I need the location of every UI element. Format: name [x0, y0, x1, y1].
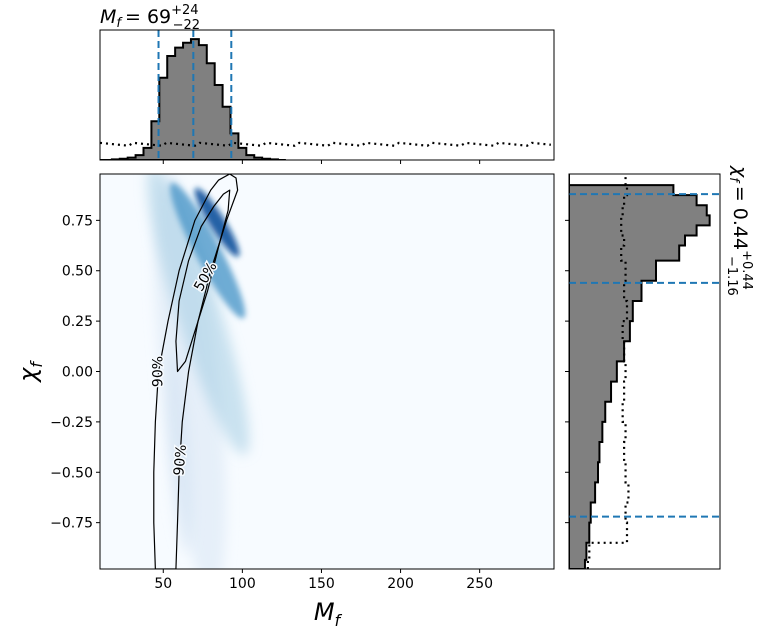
x-tick-label-4: 250 — [466, 576, 493, 592]
top-posterior-histogram — [100, 38, 286, 160]
x-tick-label-0: 50 — [154, 576, 172, 592]
density-blob-4 — [194, 187, 240, 257]
y-axis-label: χf — [14, 360, 46, 384]
y-tick-label-4: −0.25 — [50, 415, 93, 431]
y-tick-label-3: 0.00 — [62, 365, 93, 381]
top-marginal-panel: Mf = 69+24 −22 — [99, 3, 555, 164]
density-heatmap — [146, 174, 250, 569]
right-posterior-histogram — [569, 174, 711, 569]
x-tick-label-3: 200 — [387, 576, 414, 592]
x-axis-label: Mf — [314, 598, 343, 630]
y-tick-label-2: 0.25 — [62, 314, 93, 330]
x-tick-label-2: 150 — [308, 576, 335, 592]
density-blob-1 — [146, 174, 250, 455]
contour-label-2: 90% — [171, 444, 190, 476]
right-marginal-panel: χf= 0.44+0.44−1.16 — [565, 165, 754, 570]
y-tick-label-0: 0.75 — [62, 213, 93, 229]
contour-90-line — [153, 174, 239, 569]
right-title: χf= 0.44+0.44−1.16 — [724, 165, 754, 296]
contour-label-1: 90% — [151, 356, 167, 387]
credible-contours — [153, 174, 239, 569]
y-tick-label-1: 0.50 — [62, 264, 93, 280]
density-blob-3 — [169, 182, 246, 319]
y-tick-label-5: −0.50 — [50, 465, 93, 481]
density-blob-2 — [166, 351, 193, 553]
joint-panel: 50%90%90% 50 100 150 200 250 0.750.500.250.0… — [14, 173, 555, 630]
y-tick-label-6: −0.75 — [50, 516, 93, 532]
x-tick-label-1: 100 — [229, 576, 256, 592]
top-panel-frame — [99, 29, 555, 161]
top-title: Mf = 69+24 −22 — [100, 3, 200, 33]
right-prior-histogram — [586, 174, 630, 569]
contour-50-line — [175, 189, 231, 373]
